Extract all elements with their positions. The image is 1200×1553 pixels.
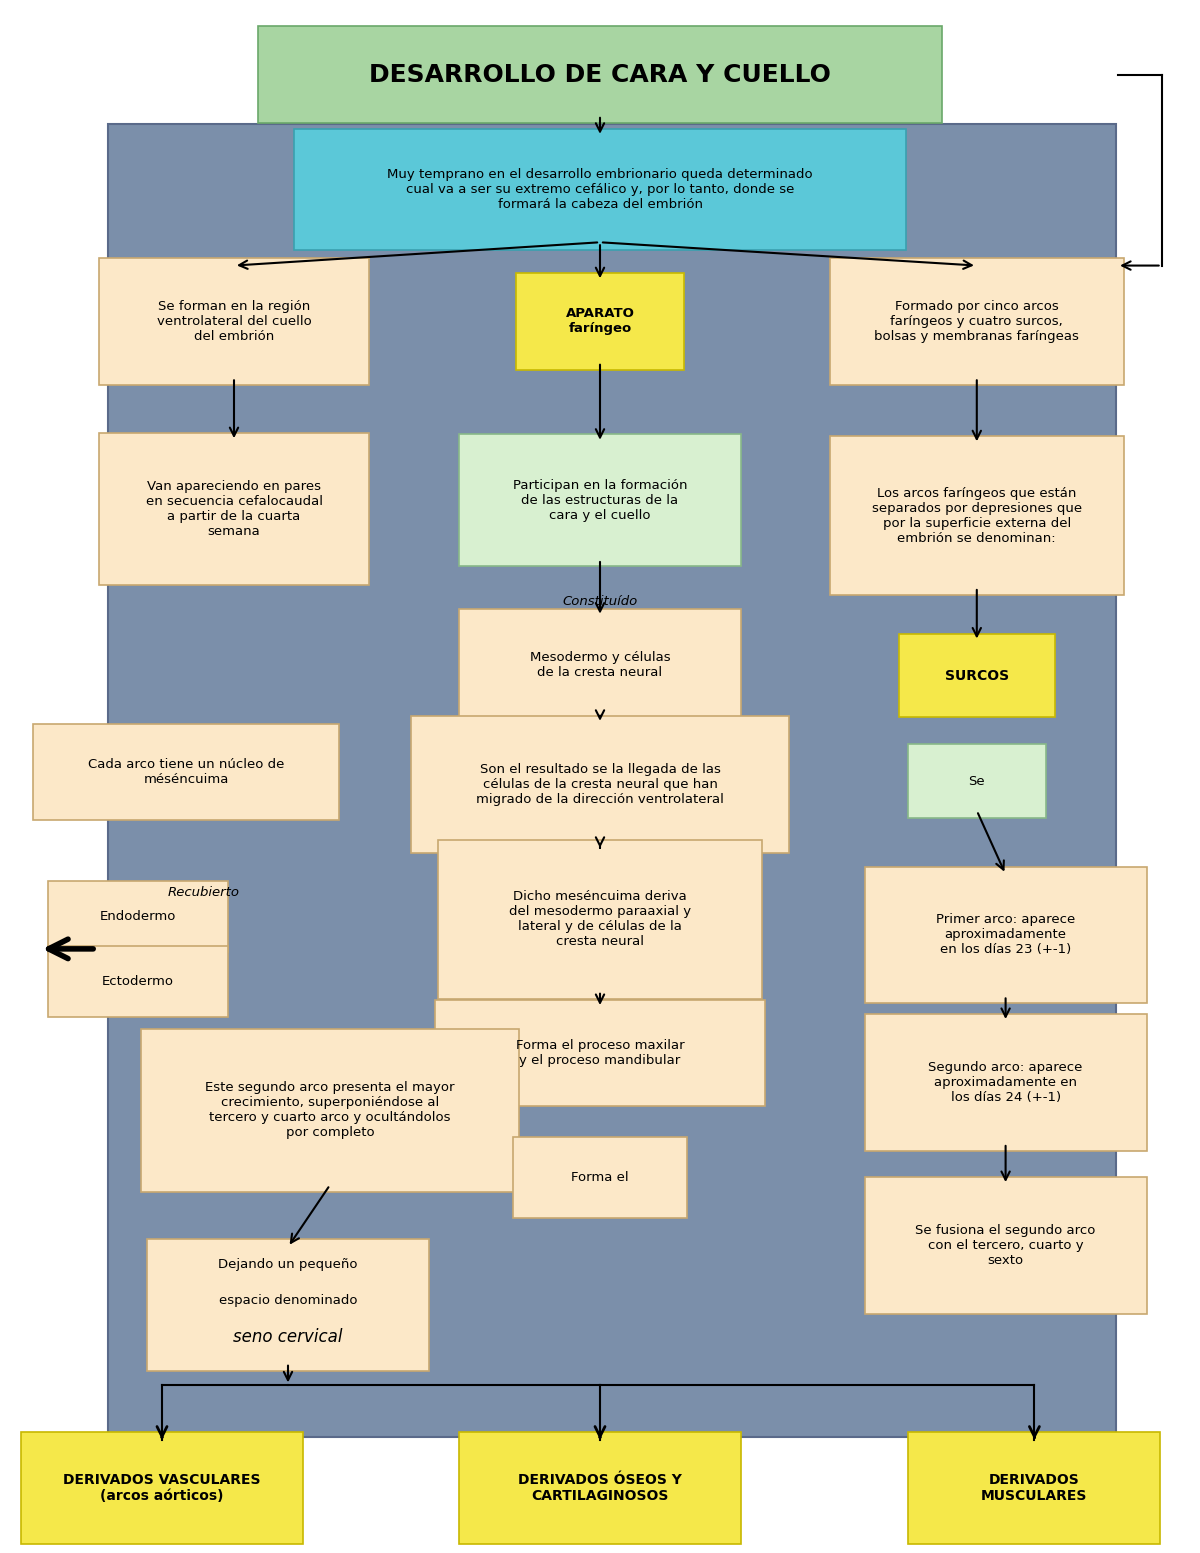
Text: Recubierto: Recubierto	[168, 887, 240, 899]
FancyBboxPatch shape	[829, 258, 1123, 385]
Text: Ectodermo: Ectodermo	[102, 975, 174, 988]
FancyBboxPatch shape	[148, 1239, 430, 1371]
FancyBboxPatch shape	[899, 634, 1055, 717]
Text: Cada arco tiene un núcleo de
méséncuima: Cada arco tiene un núcleo de méséncuima	[88, 758, 284, 786]
FancyBboxPatch shape	[458, 609, 742, 721]
FancyBboxPatch shape	[294, 129, 906, 250]
FancyBboxPatch shape	[516, 273, 684, 370]
Text: DESARROLLO DE CARA Y CUELLO: DESARROLLO DE CARA Y CUELLO	[370, 62, 830, 87]
FancyBboxPatch shape	[34, 724, 340, 820]
Text: Formado por cinco arcos
faríngeos y cuatro surcos,
bolsas y membranas faríngeas: Formado por cinco arcos faríngeos y cuat…	[875, 300, 1079, 343]
FancyBboxPatch shape	[864, 867, 1147, 1003]
Text: Son el resultado se la llegada de las
células de la cresta neural que han
migrad: Son el resultado se la llegada de las cé…	[476, 763, 724, 806]
Text: Participan en la formación
de las estructuras de la
cara y el cuello: Participan en la formación de las estruc…	[512, 478, 688, 522]
FancyBboxPatch shape	[22, 1432, 302, 1544]
FancyBboxPatch shape	[436, 1000, 766, 1106]
FancyBboxPatch shape	[514, 1137, 686, 1218]
FancyBboxPatch shape	[98, 433, 370, 585]
Text: DERIVADOS ÓSEOS Y
CARTILAGINOSOS: DERIVADOS ÓSEOS Y CARTILAGINOSOS	[518, 1472, 682, 1503]
Text: Constituído: Constituído	[563, 595, 637, 607]
Text: Este segundo arco presenta el mayor
crecimiento, superponiéndose al
tercero y cu: Este segundo arco presenta el mayor crec…	[205, 1081, 455, 1140]
FancyBboxPatch shape	[864, 1177, 1147, 1314]
Text: Se forman en la región
ventrolateral del cuello
del embrión: Se forman en la región ventrolateral del…	[157, 300, 311, 343]
Text: Se fusiona el segundo arco
con el tercero, cuarto y
sexto: Se fusiona el segundo arco con el tercer…	[916, 1224, 1096, 1267]
FancyBboxPatch shape	[258, 26, 942, 123]
FancyBboxPatch shape	[48, 946, 228, 1017]
Text: SURCOS: SURCOS	[944, 668, 1009, 683]
Text: Se: Se	[968, 775, 985, 787]
Text: Van apareciendo en pares
en secuencia cefalocaudal
a partir de la cuarta
semana: Van apareciendo en pares en secuencia ce…	[145, 480, 323, 539]
Text: DERIVADOS
MUSCULARES: DERIVADOS MUSCULARES	[982, 1472, 1087, 1503]
FancyBboxPatch shape	[458, 433, 742, 565]
FancyBboxPatch shape	[458, 1432, 742, 1544]
FancyBboxPatch shape	[908, 744, 1046, 818]
Text: DERIVADOS VASCULARES
(arcos aórticos): DERIVADOS VASCULARES (arcos aórticos)	[64, 1472, 260, 1503]
FancyBboxPatch shape	[142, 1030, 520, 1193]
Text: Dicho meséncuima deriva
del mesodermo paraaxial y
lateral y de células de la
cre: Dicho meséncuima deriva del mesodermo pa…	[509, 890, 691, 949]
Text: Forma el proceso maxilar
y el proceso mandibular: Forma el proceso maxilar y el proceso ma…	[516, 1039, 684, 1067]
Text: Dejando un pequeño: Dejando un pequeño	[218, 1258, 358, 1270]
Text: Los arcos faríngeos que están
separados por depresiones que
por la superficie ex: Los arcos faríngeos que están separados …	[871, 486, 1082, 545]
FancyBboxPatch shape	[412, 716, 790, 853]
Text: APARATO
faríngeo: APARATO faríngeo	[565, 307, 635, 335]
Text: Primer arco: aparece
aproximadamente
en los días 23 (+-1): Primer arco: aparece aproximadamente en …	[936, 913, 1075, 957]
Text: Forma el: Forma el	[571, 1171, 629, 1183]
Text: espacio denominado: espacio denominado	[218, 1294, 358, 1308]
FancyBboxPatch shape	[48, 881, 228, 952]
FancyBboxPatch shape	[108, 124, 1116, 1437]
FancyBboxPatch shape	[908, 1432, 1160, 1544]
Text: Endodermo: Endodermo	[100, 910, 176, 922]
Text: seno cervical: seno cervical	[233, 1328, 343, 1346]
FancyBboxPatch shape	[98, 258, 370, 385]
FancyBboxPatch shape	[829, 436, 1123, 595]
FancyBboxPatch shape	[864, 1014, 1147, 1151]
Text: Muy temprano en el desarrollo embrionario queda determinado
cual va a ser su ext: Muy temprano en el desarrollo embrionari…	[388, 168, 812, 211]
Text: Mesodermo y células
de la cresta neural: Mesodermo y células de la cresta neural	[529, 651, 671, 679]
Text: Segundo arco: aparece
aproximadamente en
los días 24 (+-1): Segundo arco: aparece aproximadamente en…	[929, 1061, 1082, 1104]
FancyBboxPatch shape	[438, 840, 762, 999]
